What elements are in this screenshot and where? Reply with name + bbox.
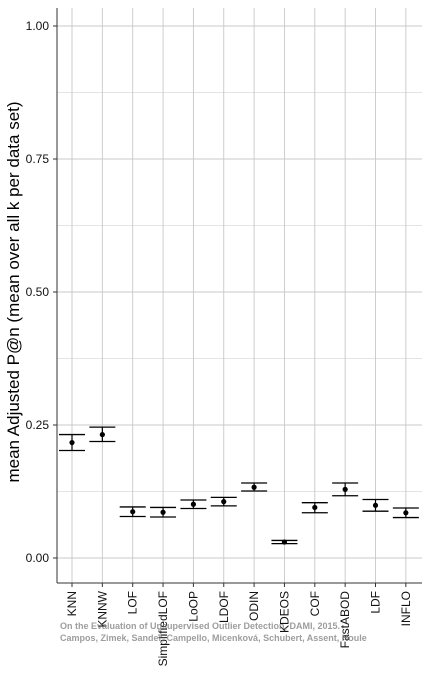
mean-point: [221, 499, 227, 505]
x-tick-label: COF: [308, 591, 322, 616]
error-bar: [301, 502, 328, 514]
x-tick-label: LDF: [369, 591, 383, 614]
x-tick-label: INFLO: [399, 591, 413, 626]
x-tick-label: ODIN: [247, 591, 261, 621]
mean-point: [130, 509, 136, 515]
error-bar: [180, 499, 207, 510]
watermark-line-2: Campos, Zimek, Sander, Campello, Micenko…: [60, 633, 367, 643]
error-bar: [332, 482, 359, 497]
mean-point: [312, 504, 318, 511]
error-bar: [59, 433, 85, 452]
axes: [53, 8, 422, 587]
mean-point: [342, 486, 348, 492]
grid-lines: [57, 8, 422, 583]
mean-point: [281, 539, 288, 545]
y-tick-labels: 0.00 0.25 0.50 0.75 1.00: [26, 19, 50, 565]
y-tick-label: 0.00: [26, 551, 50, 565]
watermark: On the Evaluation of Unsupervised Outlie…: [60, 621, 367, 643]
error-bars: [59, 426, 419, 545]
x-tick-label: LoOP: [186, 591, 200, 622]
x-tick-label: KNNW: [95, 590, 109, 627]
x-tick-label: LOF: [126, 591, 140, 614]
error-bar: [210, 496, 237, 507]
x-tick-label: KNN: [65, 591, 79, 616]
x-tick-label: KDEOS: [277, 591, 291, 633]
mean-point: [160, 509, 166, 515]
x-tick-label: FastABOD: [338, 591, 352, 649]
error-bar: [271, 539, 298, 545]
mean-point: [99, 431, 105, 438]
error-bar: [150, 506, 177, 518]
error-bar: [241, 482, 268, 492]
watermark-line-1: On the Evaluation of Unsupervised Outlie…: [60, 621, 340, 631]
mean-point: [372, 502, 379, 508]
x-tick-labels: KNN KNNW LOF SimplifiedLOF LoOP LDOF ODIN KDEOS…: [65, 590, 413, 666]
mean-point: [251, 484, 257, 490]
error-bar: [89, 426, 116, 443]
error-bar: [362, 498, 389, 512]
mean-point: [403, 510, 409, 516]
y-axis-title: mean Adjusted P@n (mean over all k per d…: [4, 101, 23, 482]
x-tick-label: LDOF: [217, 591, 231, 623]
y-tick-label: 1.00: [26, 19, 50, 33]
y-tick-label: 0.50: [26, 285, 50, 299]
mean-point: [190, 501, 196, 507]
y-tick-label: 0.75: [26, 152, 50, 166]
y-tick-label: 0.25: [26, 418, 50, 432]
error-bar: [119, 506, 146, 518]
mean-point: [69, 439, 75, 446]
x-tick-label: SimplifiedLOF: [156, 591, 170, 666]
error-bar: [392, 507, 419, 519]
